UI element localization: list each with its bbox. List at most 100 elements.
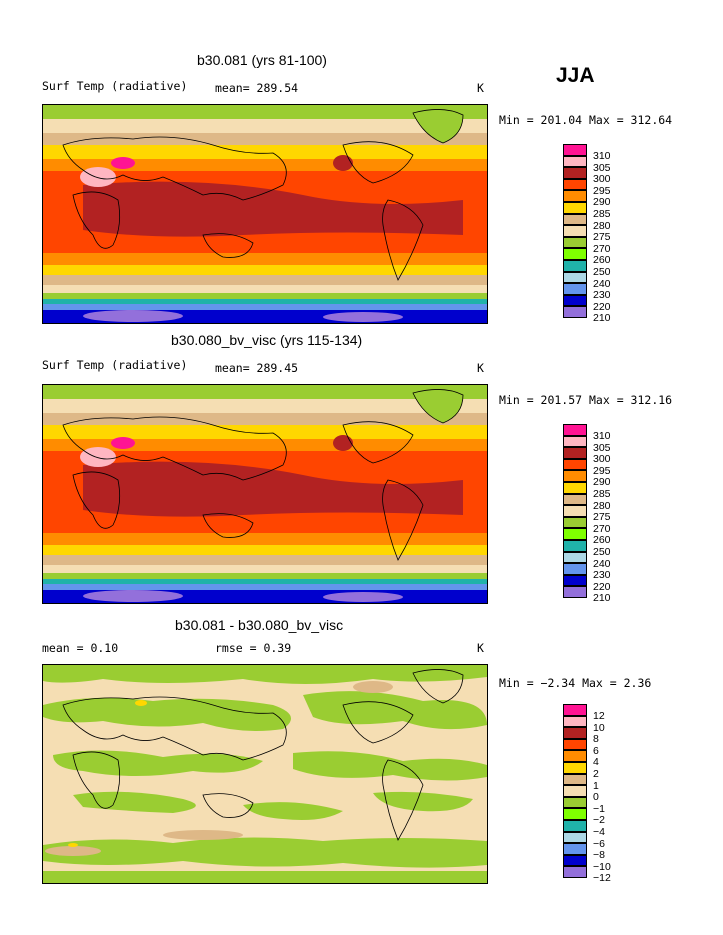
cbar1-label-9: 260 [593,254,611,267]
cbar1-label-1: 305 [593,161,611,174]
panel-1-units: K [477,81,484,95]
panel-1-variable-label: Surf Temp (radiative) [42,79,188,93]
cbar3-swatch-4 [563,750,587,762]
cbar2-label-9: 260 [593,534,611,547]
cbar1-swatch-2 [563,167,587,179]
cbar1-label-0: 310 [593,150,611,162]
cbar2-label-4: 290 [593,476,611,489]
cbar1-swatch-7 [563,225,587,237]
panel-2-units: K [477,361,484,375]
cbar1-swatch-6 [563,213,587,226]
panel-2-map-svg [43,385,487,603]
panel-2-map [42,384,488,604]
panel-3-units: K [477,641,484,655]
cbar3-label-11: −6 [593,837,605,850]
cbar3-label-5: 2 [593,768,599,780]
cbar2-label-5: 285 [593,488,611,500]
cbar3-label-6: 1 [593,779,599,792]
cbar3-label-9: −2 [593,814,605,827]
cbar3-label-14: −12 [593,872,611,885]
cbar3-label-4: 4 [593,756,599,769]
cbar1-label-8: 270 [593,242,611,255]
cbar3-label-2: 8 [593,733,599,746]
panel-3-title: b30.081 - b30.080_bv_visc [175,617,344,633]
cbar2-label-7: 275 [593,511,611,524]
cbar1-label-12: 230 [593,289,611,302]
cbar2-swatch-11 [563,551,587,564]
cbar1-swatch-5 [563,202,587,214]
cbar2-swatch-2 [563,447,587,459]
panel-2-title: b30.080_bv_visc (yrs 115-134) [171,332,363,348]
cbar2-swatch-9 [563,528,587,540]
cbar1-swatch-3 [563,178,587,191]
cbar1-swatch-11 [563,271,587,284]
cbar3-label-8: −1 [593,802,605,815]
panel-3-minmax: Min = −2.34 Max = 2.36 [499,676,652,690]
cbar2-label-2: 300 [593,453,611,466]
cbar3-label-7: 0 [593,791,599,804]
cbar3-swatch-3 [563,738,587,751]
cbar1-label-3: 295 [593,184,611,197]
cbar3-swatch-0 [563,704,587,716]
cbar2-label-14: 210 [593,592,611,605]
panel-1-mean: mean= 289.54 [215,81,299,95]
cbar3-swatch-12 [563,843,587,855]
cbar2-swatch-12 [563,563,587,575]
cbar2-swatch-14 [563,586,587,598]
panel-3-map [42,664,488,884]
panel-1-map [42,104,488,324]
cbar2-swatch-3 [563,458,587,471]
cbar2-label-11: 240 [593,557,611,570]
cbar1-swatch-9 [563,248,587,260]
cbar3-swatch-9 [563,808,587,820]
cbar3-swatch-2 [563,727,587,739]
cbar1-swatch-0 [563,144,587,156]
cbar1-label-4: 290 [593,196,611,209]
cbar2-swatch-10 [563,540,587,552]
panel-3-colorbar: 12 10 8 6 4 2 1 0 −1 −2 −4 −6 −8 −10 −12 [563,704,623,884]
cbar2-swatch-8 [563,516,587,529]
cbar3-swatch-13 [563,854,587,867]
cbar2-swatch-7 [563,505,587,517]
cbar3-label-12: −8 [593,849,605,862]
cbar2-swatch-4 [563,470,587,482]
cbar2-label-10: 250 [593,546,611,558]
panel-2-mean: mean= 289.45 [215,361,299,375]
cbar1-label-11: 240 [593,277,611,290]
season-label: JJA [556,64,595,87]
cbar3-swatch-6 [563,773,587,786]
cbar2-swatch-6 [563,493,587,506]
cbar3-label-3: 6 [593,744,599,757]
cbar3-swatch-10 [563,820,587,832]
panel-2-colorbar: 310 305 300 295 290 285 280 275 270 260 … [563,424,623,604]
cbar1-swatch-8 [563,236,587,249]
panel-1-map-svg [43,105,487,323]
cbar2-swatch-13 [563,574,587,587]
cbar3-swatch-14 [563,866,587,878]
cbar1-label-5: 285 [593,208,611,220]
cbar1-swatch-14 [563,306,587,318]
cbar1-swatch-4 [563,190,587,202]
cbar3-label-13: −10 [593,860,611,873]
cbar1-swatch-1 [563,155,587,168]
cbar1-label-13: 220 [593,300,611,313]
cbar3-swatch-7 [563,785,587,797]
cbar1-label-7: 275 [593,231,611,244]
cbar2-label-12: 230 [593,569,611,582]
cbar2-label-13: 220 [593,580,611,593]
panel-3-rmse: rmse = 0.39 [215,641,292,655]
cbar2-label-0: 310 [593,430,611,442]
cbar1-label-6: 280 [593,219,611,232]
cbar1-label-2: 300 [593,173,611,186]
panel-1-colorbar: 310 305 300 295 290 285 280 275 270 260 … [563,144,623,324]
panel-2-minmax: Min = 201.57 Max = 312.16 [499,393,673,407]
panel-1-title: b30.081 (yrs 81-100) [197,52,327,68]
cbar1-swatch-10 [563,260,587,272]
cbar2-label-3: 295 [593,464,611,477]
panel-2-variable-label: Surf Temp (radiative) [42,358,188,372]
cbar2-label-6: 280 [593,499,611,512]
panel-3-mean: mean = 0.10 [42,641,119,655]
panel-3-map-svg [43,665,487,883]
cbar1-swatch-12 [563,283,587,295]
cbar3-label-0: 12 [593,710,605,722]
